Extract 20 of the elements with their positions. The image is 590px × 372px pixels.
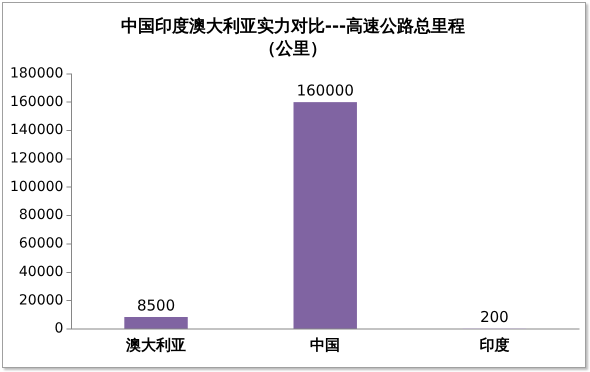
y-tick-label: 0: [54, 320, 64, 337]
chart-subtitle: （公里）: [259, 39, 327, 60]
y-tick-label: 120000: [10, 150, 64, 167]
y-tick-label: 180000: [10, 65, 64, 82]
bar: [124, 316, 188, 328]
y-tick-label: 100000: [10, 178, 64, 195]
y-tick-label: 60000: [18, 236, 64, 252]
data-label: 160000: [296, 82, 354, 100]
x-tick-label: 中国: [310, 336, 340, 354]
y-tick-label: 40000: [18, 264, 64, 280]
data-label: 200: [480, 308, 509, 326]
x-tick-label: 澳大利亚: [125, 336, 186, 354]
data-label: 8500: [136, 296, 176, 314]
bar: [294, 102, 357, 328]
x-tick-label: 印度: [479, 336, 510, 354]
y-tick-label: 160000: [10, 94, 64, 110]
y-tick-label: 140000: [10, 122, 64, 138]
y-tick-label: 80000: [18, 207, 64, 224]
y-tick-label: 20000: [18, 292, 64, 308]
chart-title: 中国印度澳大利亚实力对比---高速公路总里程: [120, 16, 466, 37]
